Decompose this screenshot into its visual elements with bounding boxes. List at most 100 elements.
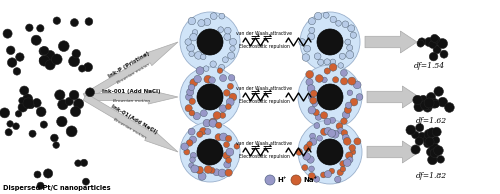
Circle shape	[423, 103, 432, 112]
Circle shape	[213, 169, 220, 176]
Circle shape	[217, 68, 223, 73]
Circle shape	[58, 41, 69, 52]
Circle shape	[36, 25, 44, 32]
Circle shape	[82, 178, 89, 185]
Circle shape	[50, 134, 58, 142]
Circle shape	[348, 77, 356, 85]
Circle shape	[220, 75, 226, 81]
Text: $\rightleftharpoons$: $\rightleftharpoons$	[248, 87, 260, 98]
Circle shape	[265, 175, 275, 185]
Circle shape	[324, 171, 332, 178]
Circle shape	[66, 97, 74, 106]
Circle shape	[185, 105, 192, 112]
Circle shape	[224, 27, 231, 34]
Circle shape	[224, 34, 230, 40]
Circle shape	[303, 153, 310, 160]
Circle shape	[190, 79, 198, 87]
Circle shape	[429, 41, 436, 48]
Circle shape	[185, 39, 192, 45]
Text: $\rightleftharpoons$: $\rightleftharpoons$	[260, 87, 272, 98]
Circle shape	[356, 94, 363, 100]
Circle shape	[186, 140, 193, 146]
Circle shape	[34, 171, 41, 178]
Circle shape	[444, 103, 454, 112]
Circle shape	[348, 25, 354, 32]
Circle shape	[189, 110, 195, 116]
Circle shape	[306, 79, 313, 86]
Circle shape	[345, 39, 350, 45]
Circle shape	[334, 176, 341, 183]
Circle shape	[320, 172, 326, 178]
Circle shape	[190, 136, 196, 143]
Circle shape	[417, 40, 424, 47]
Circle shape	[218, 64, 224, 71]
Text: Electrostatic repulsion: Electrostatic repulsion	[238, 44, 290, 49]
Circle shape	[220, 133, 228, 141]
Circle shape	[180, 67, 240, 127]
Circle shape	[310, 138, 317, 145]
Circle shape	[341, 130, 347, 136]
Circle shape	[433, 46, 441, 54]
Circle shape	[5, 129, 12, 136]
Circle shape	[223, 152, 230, 159]
Circle shape	[437, 156, 444, 163]
Circle shape	[418, 132, 426, 141]
Circle shape	[70, 107, 81, 117]
Circle shape	[186, 94, 192, 100]
Circle shape	[40, 46, 48, 55]
Circle shape	[193, 113, 200, 120]
Circle shape	[424, 101, 432, 110]
Circle shape	[230, 38, 236, 46]
Circle shape	[72, 49, 80, 58]
Circle shape	[68, 56, 80, 67]
Circle shape	[226, 157, 232, 163]
Polygon shape	[83, 94, 178, 152]
Circle shape	[340, 161, 346, 167]
Circle shape	[226, 148, 234, 156]
Circle shape	[338, 128, 344, 134]
Circle shape	[28, 102, 34, 109]
Circle shape	[338, 63, 344, 68]
Circle shape	[413, 95, 422, 105]
Circle shape	[228, 83, 234, 89]
Circle shape	[189, 98, 196, 105]
Text: Ink-001 (Add NaCl): Ink-001 (Add NaCl)	[102, 89, 161, 94]
Circle shape	[200, 110, 207, 117]
Circle shape	[430, 52, 438, 61]
Circle shape	[32, 99, 41, 107]
Circle shape	[190, 33, 198, 41]
Circle shape	[16, 111, 22, 117]
Circle shape	[66, 126, 77, 137]
Circle shape	[310, 97, 317, 104]
Text: Electrostatic repulsion: Electrostatic repulsion	[238, 99, 290, 104]
Circle shape	[197, 139, 223, 165]
Circle shape	[80, 159, 87, 166]
Circle shape	[340, 69, 347, 76]
Circle shape	[7, 121, 14, 127]
Text: df=1.62: df=1.62	[416, 117, 446, 125]
Circle shape	[340, 166, 345, 172]
Circle shape	[434, 87, 444, 96]
Circle shape	[40, 57, 46, 63]
Circle shape	[329, 168, 334, 174]
Circle shape	[220, 112, 226, 118]
Circle shape	[308, 166, 314, 172]
Circle shape	[347, 90, 352, 96]
Text: df=1.54: df=1.54	[414, 62, 444, 70]
Circle shape	[302, 54, 310, 61]
Circle shape	[304, 45, 310, 52]
Circle shape	[188, 128, 195, 135]
Circle shape	[432, 36, 440, 43]
Circle shape	[194, 52, 202, 59]
Circle shape	[336, 123, 343, 130]
Circle shape	[426, 93, 436, 101]
Circle shape	[324, 59, 330, 65]
Circle shape	[181, 143, 188, 150]
Text: H⁺: H⁺	[277, 178, 286, 184]
Circle shape	[310, 133, 316, 139]
Circle shape	[26, 24, 33, 31]
Circle shape	[52, 54, 62, 65]
Circle shape	[342, 21, 348, 28]
Circle shape	[406, 125, 415, 135]
Circle shape	[346, 102, 352, 108]
